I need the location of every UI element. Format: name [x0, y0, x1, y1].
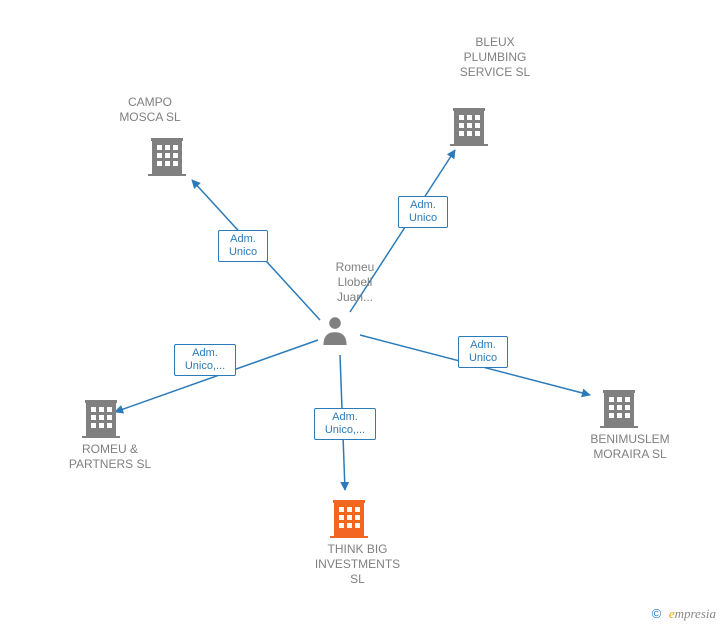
watermark: © empresia	[652, 606, 716, 622]
building-icon	[82, 398, 120, 443]
company-node-label: BENIMUSLEM MORAIRA SL	[570, 432, 690, 462]
building-icon	[330, 498, 368, 543]
edge-role-label: Adm. Unico	[218, 230, 268, 262]
building-icon	[450, 106, 488, 151]
person-icon	[321, 315, 349, 350]
building-icon	[600, 388, 638, 433]
edge-role-label: Adm. Unico,...	[314, 408, 376, 440]
edge-role-label: Adm. Unico	[398, 196, 448, 228]
brand-name: empresia	[669, 606, 716, 621]
company-node-label: BLEUX PLUMBING SERVICE SL	[440, 35, 550, 80]
edge-role-label: Adm. Unico,...	[174, 344, 236, 376]
center-node-label: Romeu Llobell Juan...	[320, 260, 390, 305]
edge-role-label: Adm. Unico	[458, 336, 508, 368]
company-node-label: CAMPO MOSCA SL	[100, 95, 200, 125]
building-icon	[148, 136, 186, 181]
copyright-symbol: ©	[652, 606, 662, 621]
company-node-label: ROMEU & PARTNERS SL	[50, 442, 170, 472]
company-node-label: THINK BIG INVESTMENTS SL	[295, 542, 420, 587]
